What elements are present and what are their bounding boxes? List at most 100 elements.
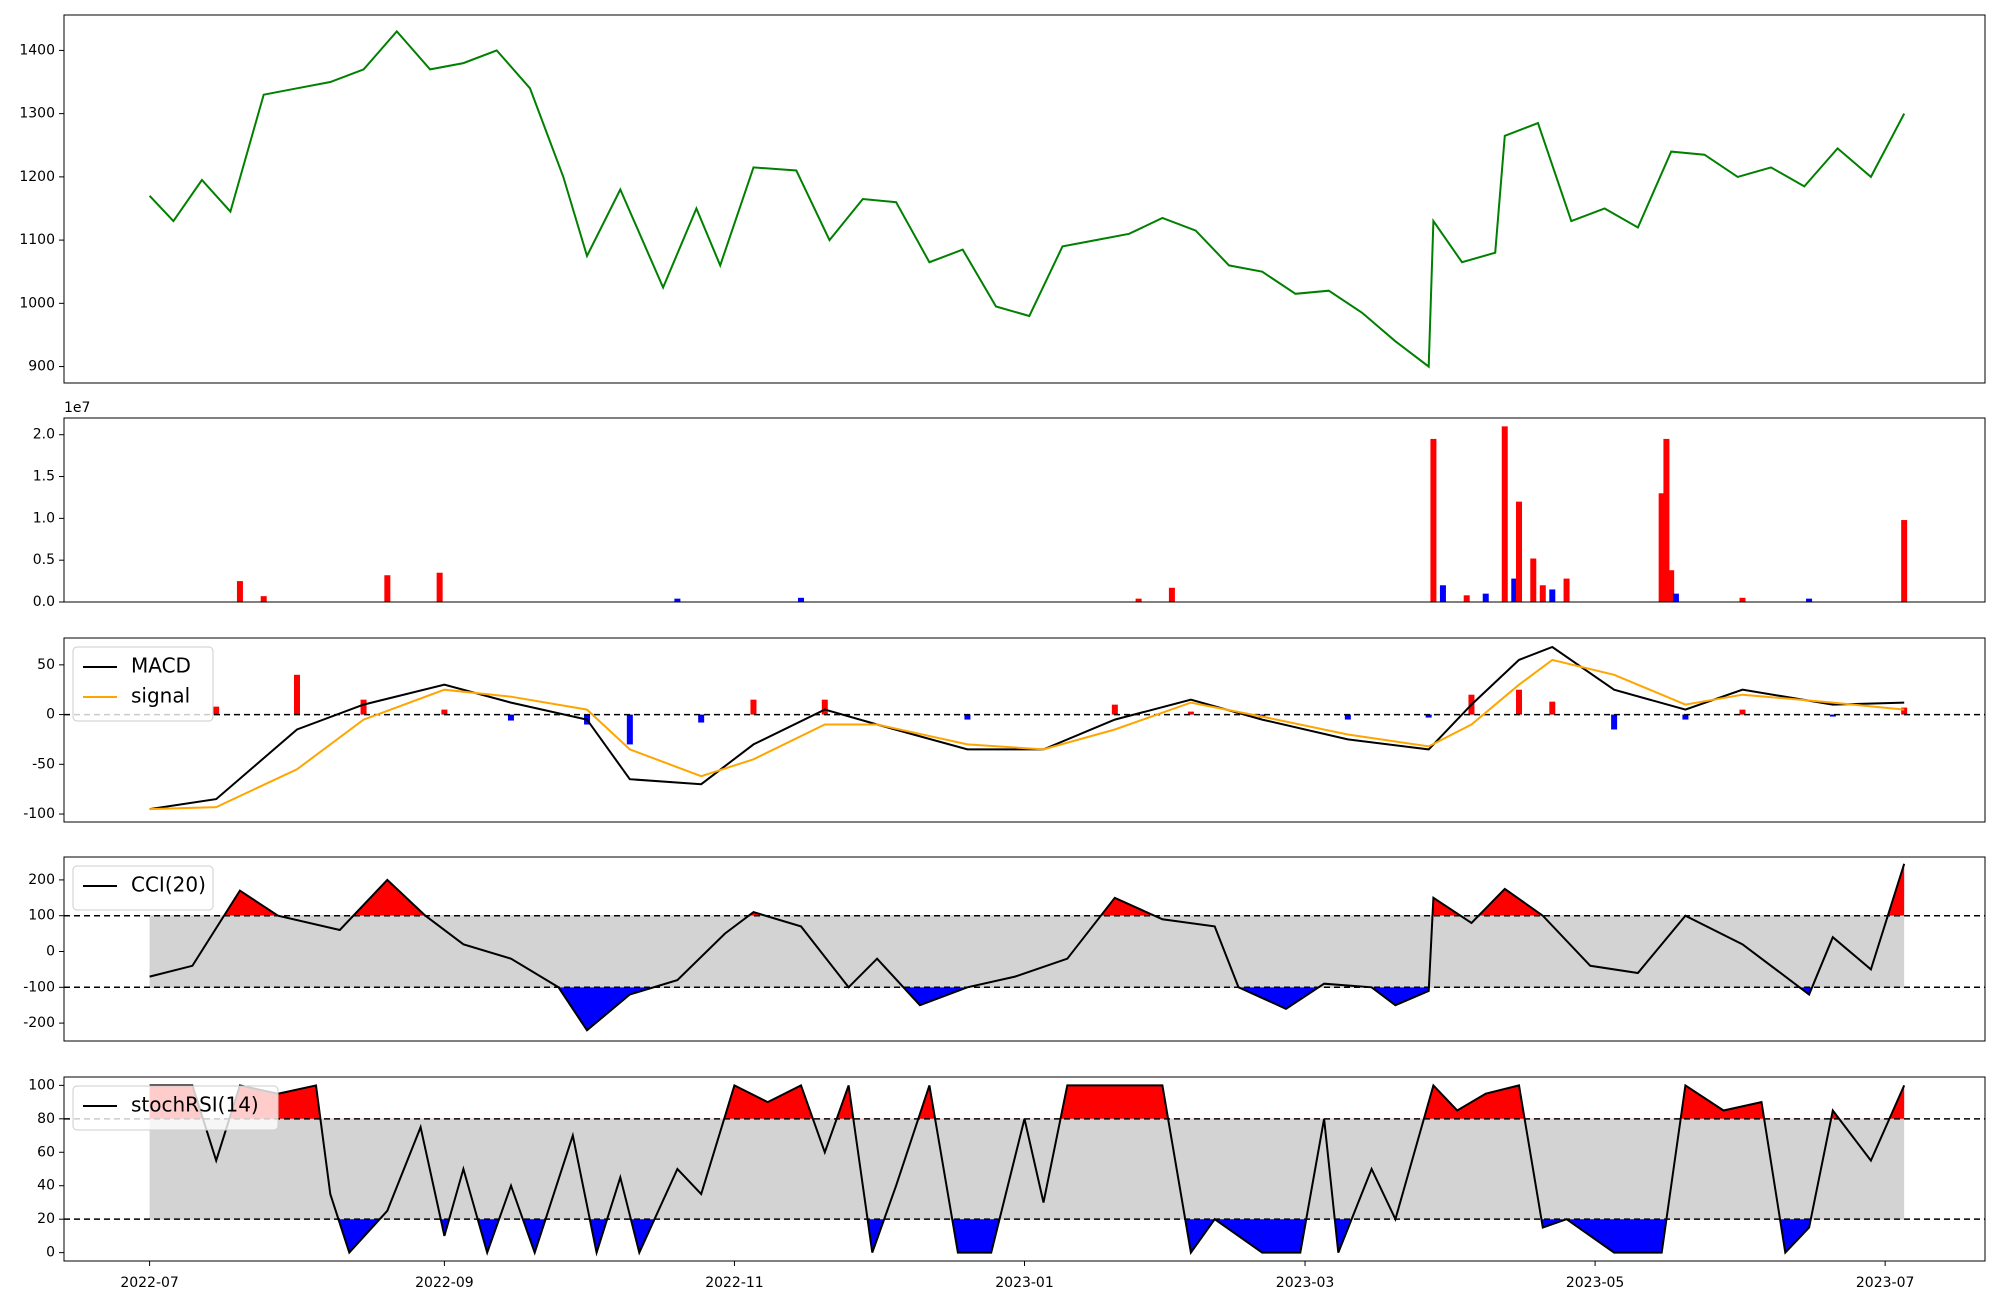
- x-tick-label: 2022-09: [415, 1275, 474, 1291]
- histogram-bar: [293, 674, 300, 715]
- y-tick-label: 0.0: [33, 594, 55, 610]
- histogram-bar: [964, 714, 971, 720]
- histogram-bar: [1344, 714, 1351, 720]
- legend: MACD signal: [72, 646, 214, 722]
- line: [149, 1083, 1906, 1257]
- histogram-bar: [441, 709, 448, 715]
- panel: -100 -50 0 50 MACD signal: [23, 637, 1986, 823]
- x-tick-label: 2022-11: [705, 1275, 764, 1291]
- bar: [1549, 589, 1556, 602]
- overbought-fill: [149, 1085, 1905, 1119]
- histogram-bar: [626, 714, 633, 745]
- legend: CCI(20): [72, 865, 214, 911]
- y-tick-label: 40: [37, 1178, 55, 1194]
- y-tick-label: 50: [37, 657, 55, 673]
- bar: [1806, 598, 1813, 602]
- bar: [1658, 493, 1665, 602]
- y-tick-label: 100: [28, 1077, 55, 1093]
- y-tick-label: 0.5: [33, 552, 55, 568]
- y-tick-label: 0: [46, 1245, 55, 1261]
- frame: [63, 14, 1986, 384]
- histogram-bar: [1682, 714, 1689, 720]
- histogram-bar: [1901, 707, 1908, 715]
- histogram-bar: [213, 706, 220, 715]
- y-tick-label: -200: [23, 1015, 55, 1031]
- bar: [436, 572, 443, 602]
- histogram-bar: [698, 714, 705, 723]
- panel: 0.0 0.5 1.0 1.5 2.0 1e7: [33, 400, 1986, 610]
- histogram-bar: [1739, 709, 1746, 715]
- bar: [1501, 426, 1508, 602]
- panel: -200 -100 0 100 200 CCI(20): [23, 856, 1986, 1042]
- histogram-bar: [1425, 714, 1432, 718]
- oversold-fill: [149, 987, 1905, 1031]
- y-tick-label: 1.5: [33, 469, 55, 485]
- bar: [260, 596, 267, 602]
- bar: [1135, 598, 1142, 602]
- y-tick-label: 80: [37, 1111, 55, 1127]
- histogram-bar: [1549, 701, 1556, 715]
- histogram-bar: [507, 714, 514, 721]
- y-tick-label: 0: [46, 707, 55, 723]
- bar: [1430, 438, 1437, 602]
- y-tick-label: 200: [28, 872, 55, 888]
- neutral-band: [149, 915, 1905, 988]
- y-tick-label: 2.0: [33, 427, 55, 443]
- bar: [1539, 585, 1546, 602]
- plot-area: [64, 1083, 1985, 1257]
- histogram-bar: [1829, 714, 1836, 717]
- legend-box: [72, 646, 214, 722]
- legend-box: [72, 865, 214, 911]
- histogram-bar: [1187, 711, 1194, 715]
- y-tick-label: 900: [28, 359, 55, 375]
- bar: [384, 575, 391, 602]
- y-tick-label: 1300: [19, 106, 55, 122]
- bar: [1563, 578, 1570, 602]
- y-tick-label: -100: [23, 979, 55, 995]
- plot-area: [64, 863, 1985, 1032]
- frame: [63, 856, 1986, 1042]
- y-tick-label: 60: [37, 1144, 55, 1160]
- bar: [1168, 587, 1175, 602]
- bar: [1463, 595, 1470, 602]
- bar: [1530, 558, 1537, 602]
- bar: [1668, 570, 1675, 602]
- bar: [1739, 597, 1746, 602]
- legend-label: CCI(20): [131, 873, 206, 897]
- offset-label: 1e7: [64, 400, 90, 416]
- y-tick-label: 1000: [19, 295, 55, 311]
- y-tick-label: 1100: [19, 232, 55, 248]
- x-tick-label: 2023-07: [1856, 1275, 1915, 1291]
- bar: [1672, 593, 1679, 602]
- y-tick-label: 20: [37, 1211, 55, 1227]
- x-tick-label: 2023-03: [1276, 1275, 1335, 1291]
- histogram-bar: [360, 699, 367, 715]
- bar: [1663, 438, 1670, 602]
- bar: [674, 598, 681, 602]
- line: [149, 645, 1905, 811]
- plot-area: [236, 426, 1908, 602]
- bar: [1516, 501, 1523, 602]
- legend-label: signal: [131, 684, 190, 708]
- frame: [63, 1076, 1986, 1262]
- y-tick-label: 1200: [19, 169, 55, 185]
- bar: [1482, 593, 1489, 602]
- legend: stochRSI(14): [72, 1085, 279, 1131]
- bar: [1511, 578, 1518, 602]
- panel: 900 1000 1100 1200 1300 1400: [19, 14, 1986, 384]
- y-tick-label: -50: [32, 756, 55, 772]
- histogram-bar: [750, 699, 757, 715]
- plot-area: [148, 29, 1906, 369]
- y-tick-label: 100: [28, 908, 55, 924]
- x-tick-label: 2023-01: [995, 1275, 1054, 1291]
- x-tick-label: 2023-05: [1566, 1275, 1625, 1291]
- histogram-bar: [1516, 689, 1523, 715]
- bar: [1901, 520, 1908, 602]
- line: [148, 29, 1906, 369]
- oversold-fill: [338, 1219, 1811, 1253]
- bar: [1439, 585, 1446, 602]
- histogram-bar: [1111, 704, 1118, 715]
- frame: [63, 417, 1986, 603]
- legend-box: [72, 1085, 279, 1131]
